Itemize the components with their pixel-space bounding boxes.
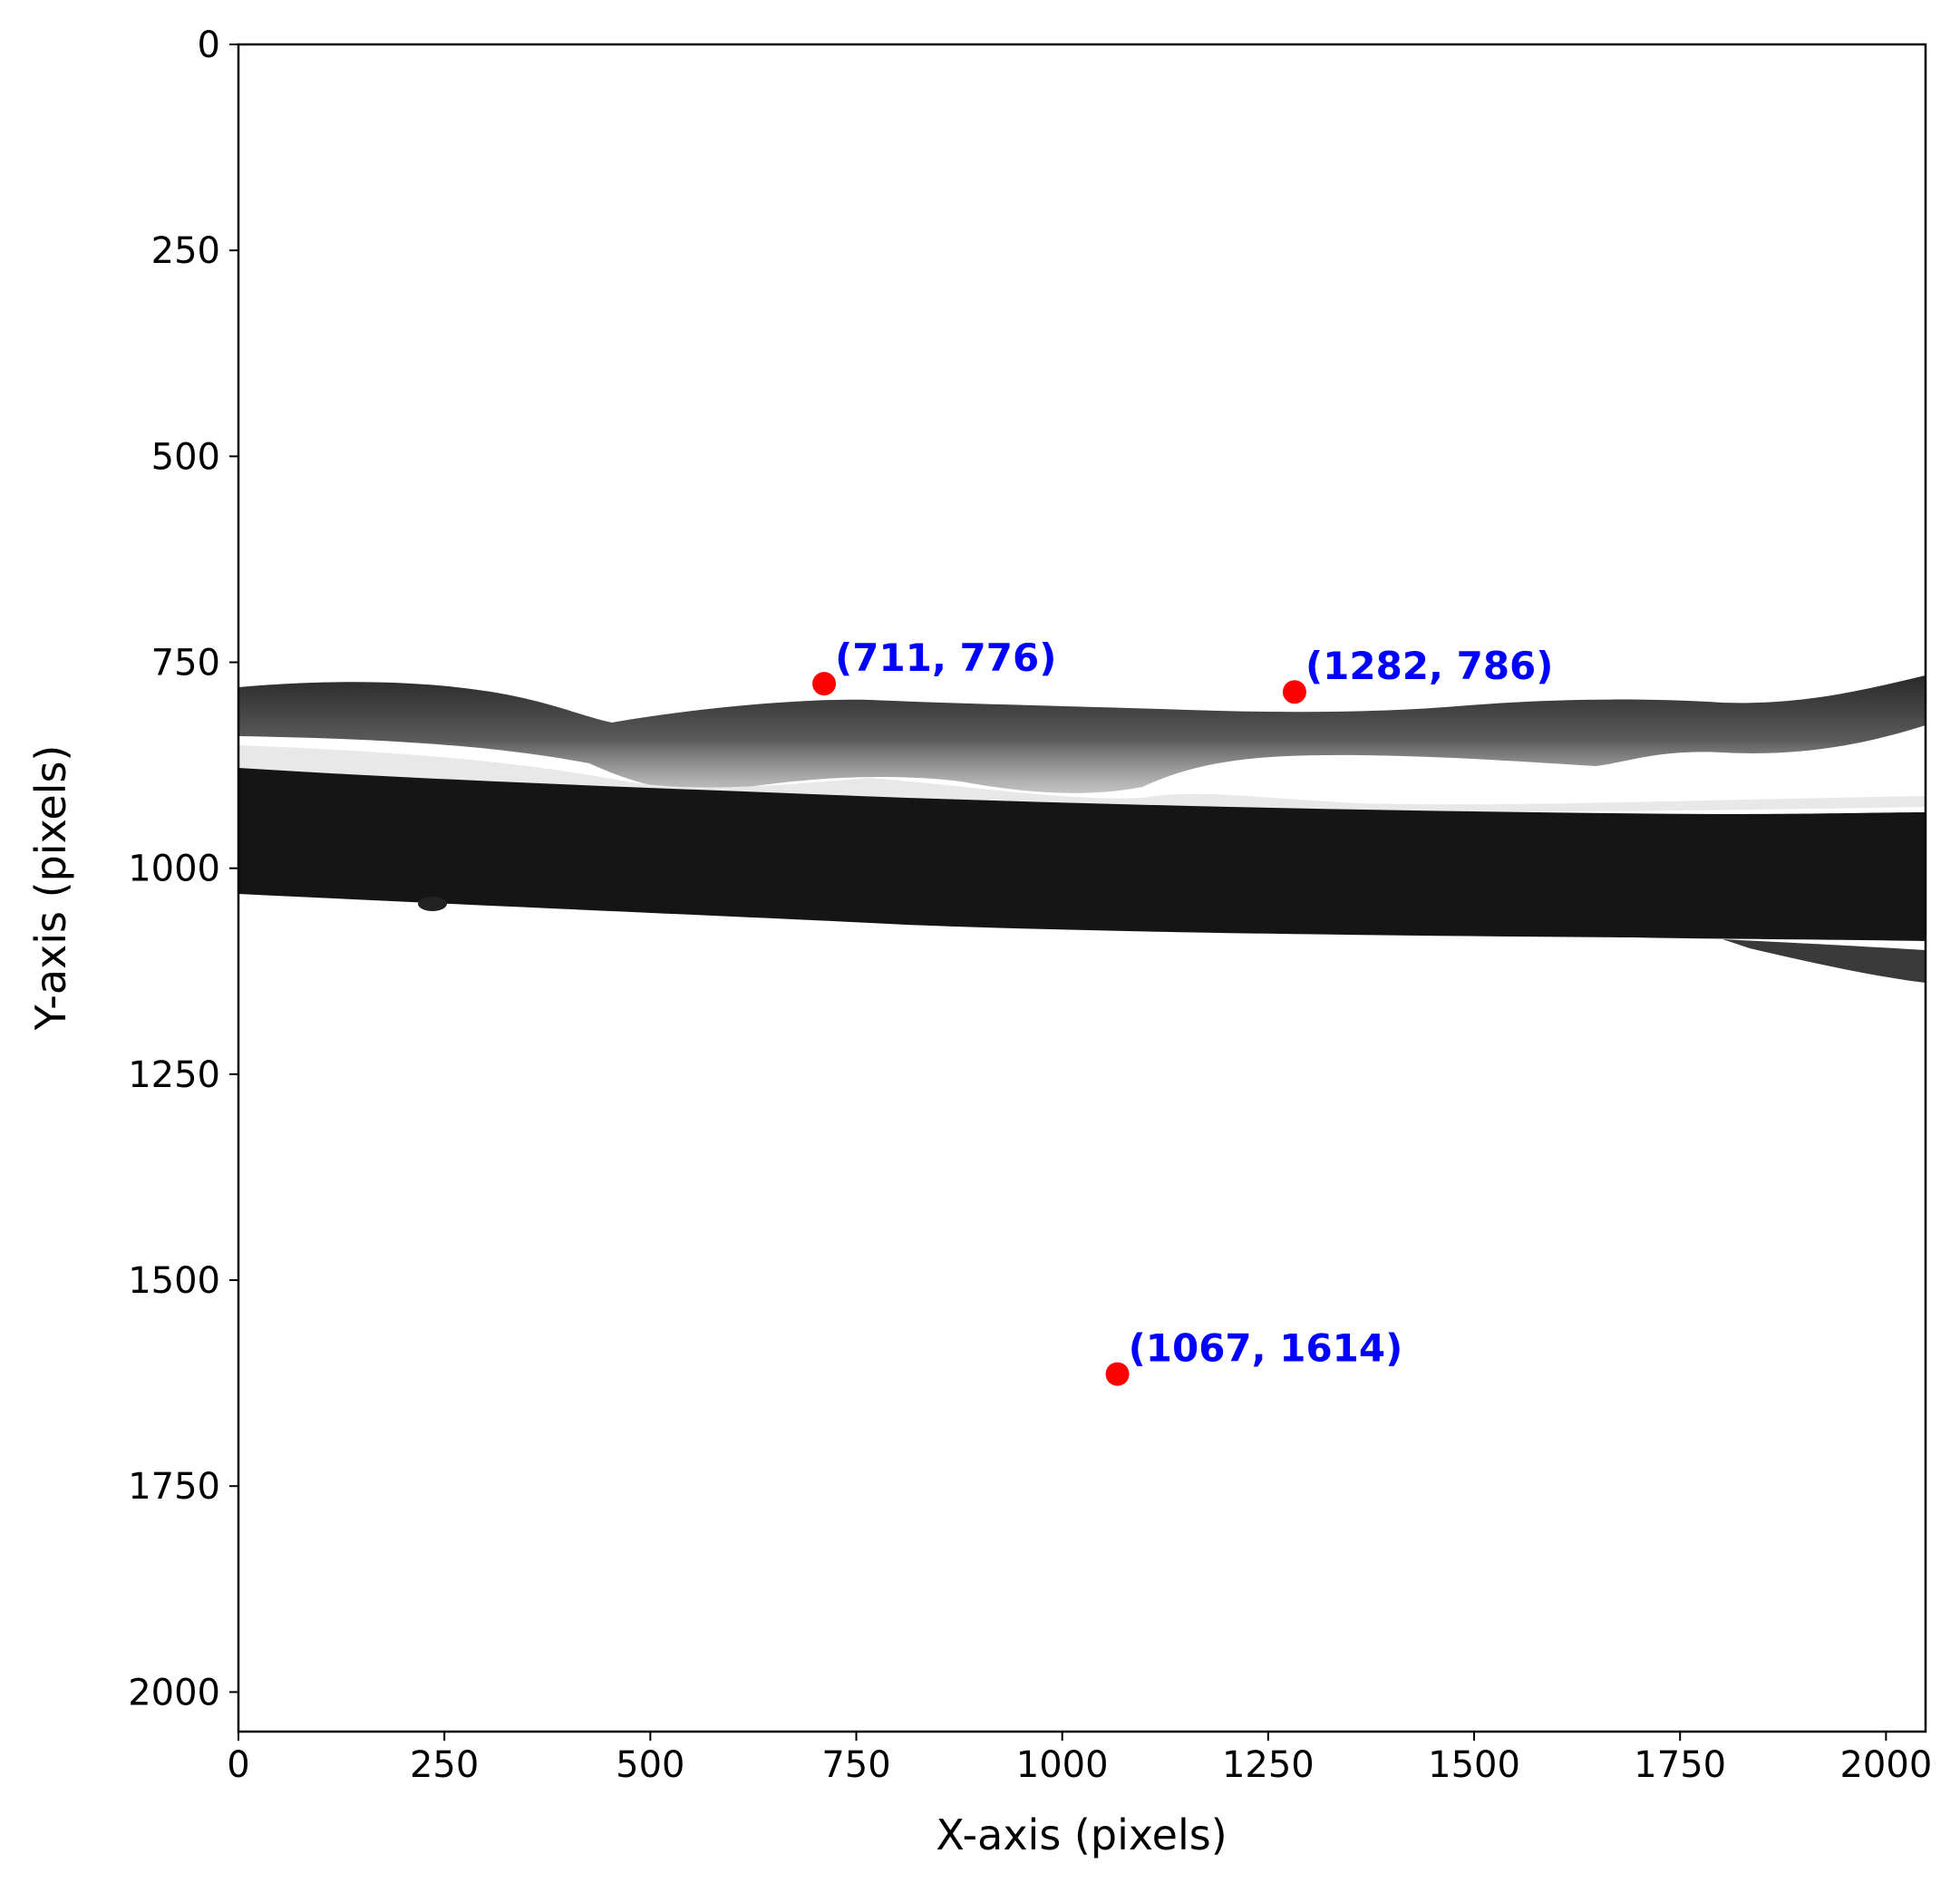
y-tick-label: 1500 (128, 1260, 220, 1302)
y-tick-label: 250 (151, 230, 220, 272)
x-tick-label: 250 (410, 1744, 479, 1786)
annotated-points: (711, 776) (1282, 786) (1067, 1614) (812, 636, 1554, 1386)
point-annotation: (1067, 1614) (1129, 1326, 1403, 1371)
y-tick-label: 1000 (128, 849, 220, 890)
y-tick-label: 500 (151, 436, 220, 478)
lower-strand (1722, 939, 1926, 983)
point-annotation: (1282, 786) (1305, 644, 1554, 688)
fiber-droplet (418, 897, 447, 911)
y-tick-label: 1750 (128, 1466, 220, 1508)
x-axis-label: X-axis (pixels) (936, 1810, 1227, 1859)
scatter-point (1282, 680, 1306, 704)
axes-frame (237, 43, 1927, 1733)
x-tick-label: 0 (227, 1744, 249, 1786)
y-axis-label: Y-axis (pixels) (26, 745, 75, 1032)
point-annotation: (711, 776) (835, 636, 1056, 680)
y-tick-label: 2000 (128, 1672, 220, 1713)
y-tick-label: 1250 (128, 1054, 220, 1096)
main-fiber (238, 768, 1926, 941)
y-tick-label: 750 (151, 643, 220, 684)
micrograph-image (238, 675, 1926, 983)
y-axis-ticks: 0 250 500 750 1000 1250 1500 1750 2000 (128, 24, 238, 1713)
scatter-point (812, 672, 837, 696)
x-tick-label: 1500 (1428, 1744, 1520, 1786)
x-axis-ticks: 0 250 500 750 1000 1250 1500 1750 2000 (227, 1732, 1932, 1786)
x-tick-label: 1250 (1222, 1744, 1315, 1786)
upper-strand (238, 675, 1926, 793)
x-tick-label: 1750 (1634, 1744, 1726, 1786)
x-tick-label: 2000 (1839, 1744, 1932, 1786)
scatter-point (1105, 1362, 1130, 1386)
x-tick-label: 750 (821, 1744, 890, 1786)
y-tick-label: 0 (198, 24, 220, 66)
x-tick-label: 1000 (1016, 1744, 1109, 1786)
x-tick-label: 500 (616, 1744, 684, 1786)
